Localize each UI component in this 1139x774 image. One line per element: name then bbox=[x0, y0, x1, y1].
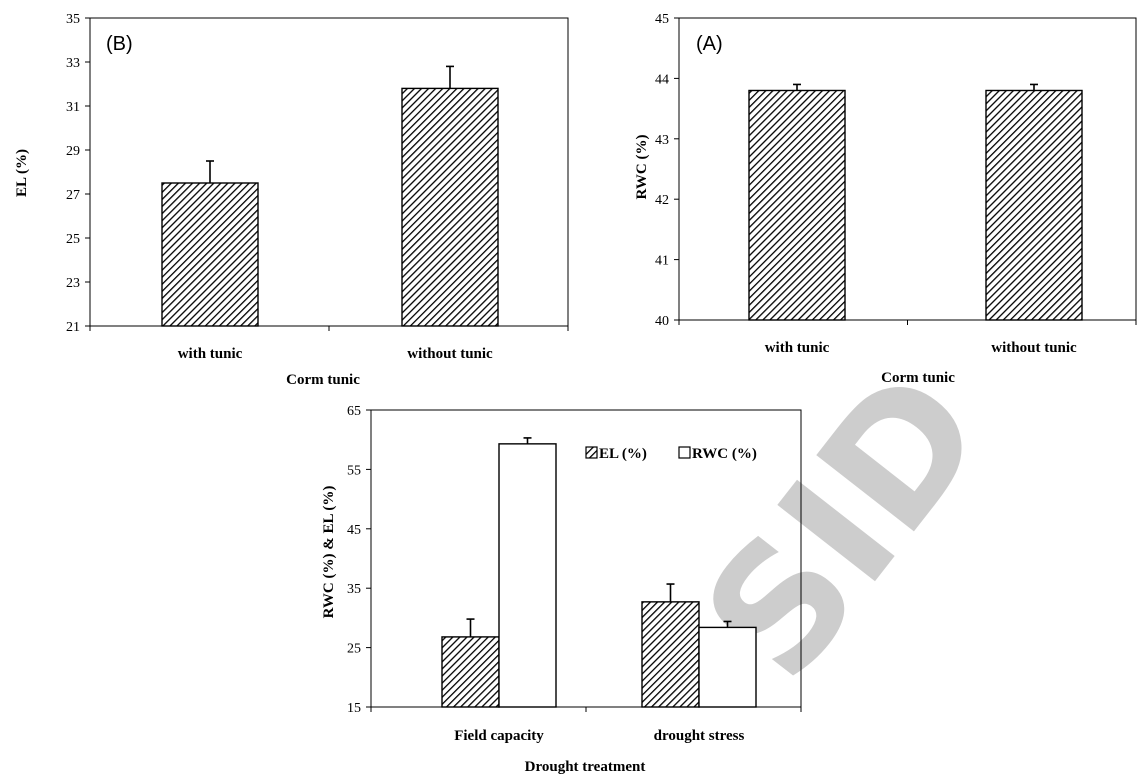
legend-swatch-el bbox=[585, 446, 598, 459]
y-tick-label-a: 43 bbox=[655, 133, 669, 148]
y-tick-label-b: 23 bbox=[66, 276, 80, 291]
chart-el-corm-tunic: (B) EL (%) Corm tunic 21 23 25 27 29 31 33 35 wi… bbox=[14, 12, 569, 388]
y-tick-label-a: 45 bbox=[655, 12, 669, 27]
x-category-label-a: with tunic bbox=[765, 340, 830, 356]
chart-rwc-corm-tunic: (A) RWC (%) Corm tunic 40 41 42 43 44 45 with … bbox=[634, 12, 1137, 386]
y-tick-label-b: 31 bbox=[66, 100, 80, 115]
y-tick-label-c: 25 bbox=[347, 642, 361, 657]
y-tick-label-c: 55 bbox=[347, 463, 361, 478]
legend-label-rwc: RWC (%) bbox=[692, 446, 757, 462]
y-tick-label-a: 41 bbox=[655, 254, 669, 269]
y-tick-label-b: 29 bbox=[66, 144, 80, 159]
panel-label-a: (A) bbox=[696, 33, 723, 55]
y-tick-label-a: 42 bbox=[655, 193, 669, 208]
bar-c-0-0 bbox=[441, 636, 500, 708]
x-axis-label-c: Drought treatment bbox=[525, 759, 646, 774]
y-axis-label-b: EL (%) bbox=[14, 149, 30, 197]
x-category-label-c: drought stress bbox=[654, 728, 745, 744]
bar-a-0-1 bbox=[985, 89, 1083, 321]
y-tick-label-a: 40 bbox=[655, 314, 669, 329]
panel-label-b: (B) bbox=[106, 33, 133, 55]
bar-c-1-1 bbox=[698, 626, 757, 708]
y-axis-label-a: RWC (%) bbox=[634, 135, 650, 200]
y-tick-label-c: 65 bbox=[347, 404, 361, 419]
y-tick-label-b: 27 bbox=[66, 188, 80, 203]
y-tick-label-a: 44 bbox=[655, 72, 669, 87]
x-category-label-b: without tunic bbox=[407, 346, 493, 362]
y-tick-label-b: 25 bbox=[66, 232, 80, 247]
x-axis-label-b: Corm tunic bbox=[286, 372, 360, 388]
x-axis-label-a: Corm tunic bbox=[881, 370, 955, 386]
y-tick-label-c: 45 bbox=[347, 523, 361, 538]
chart-drought-treatment: RWC (%) & EL (%) Drought treatment EL (%… bbox=[321, 404, 802, 774]
bar-c-1-0 bbox=[498, 443, 557, 708]
y-tick-label-b: 33 bbox=[66, 56, 80, 71]
x-category-label-c: Field capacity bbox=[454, 728, 544, 744]
bar-c-0-1 bbox=[641, 601, 700, 708]
bar-a-0-0 bbox=[748, 89, 846, 321]
bar-b-0-1 bbox=[401, 87, 499, 327]
y-tick-label-b: 35 bbox=[66, 12, 80, 27]
y-tick-label-c: 15 bbox=[347, 701, 361, 716]
x-category-label-b: with tunic bbox=[178, 346, 243, 362]
y-tick-label-b: 21 bbox=[66, 320, 80, 335]
x-category-label-a: without tunic bbox=[991, 340, 1077, 356]
y-tick-label-c: 35 bbox=[347, 582, 361, 597]
legend-label-el: EL (%) bbox=[599, 446, 647, 462]
legend-swatch-rwc bbox=[678, 446, 691, 459]
bar-b-0-0 bbox=[161, 182, 259, 327]
legend: EL (%) RWC (%) bbox=[585, 446, 757, 462]
y-axis-label-c: RWC (%) & EL (%) bbox=[321, 486, 337, 619]
